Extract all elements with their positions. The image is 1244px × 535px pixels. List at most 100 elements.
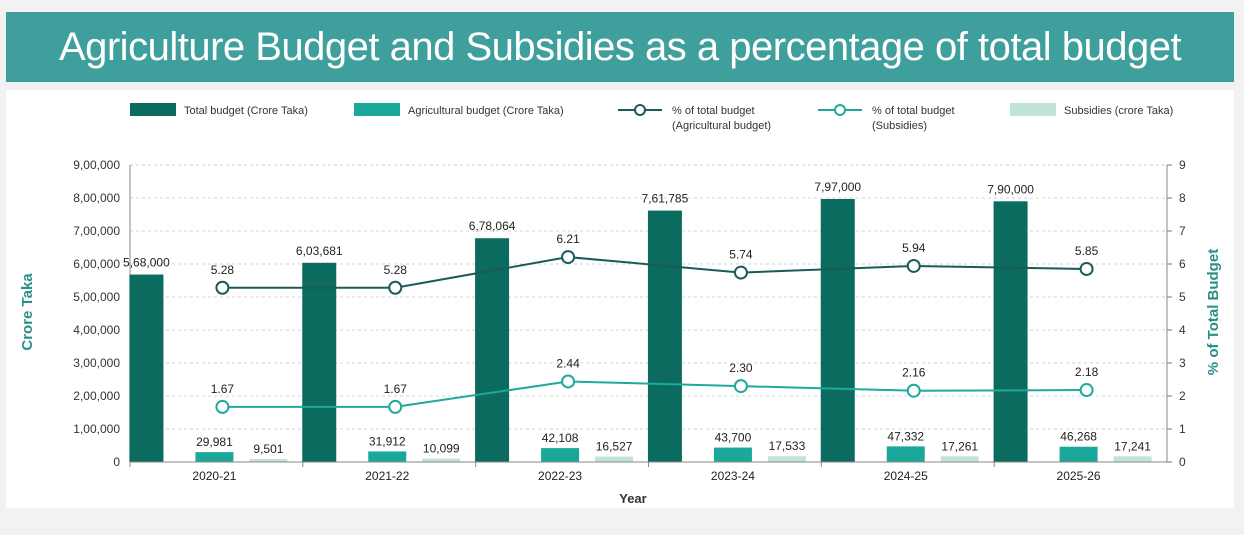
y-axis-right: 0 1 2 3 4 5 6 7 8 9 [1166, 158, 1186, 469]
bar-label-subsidies: 9,501 [253, 442, 283, 456]
y2-axis-title: % of Total Budget [1205, 249, 1222, 375]
legend-swatch-total-budget [130, 103, 176, 116]
bar-agricultural_budget [1059, 446, 1098, 462]
legend-label-agri-line-2: (Agricultural budget) [672, 120, 771, 132]
legend-label-subsidies-line-2: (Subsidies) [872, 120, 927, 132]
bar-total_budget [820, 198, 855, 462]
bar-label-total_budget: 7,61,785 [642, 192, 689, 206]
y-tick-label: 9,00,000 [73, 158, 120, 172]
y2-tick-label: 9 [1179, 158, 1186, 172]
bar-label-subsidies: 16,527 [596, 440, 633, 454]
y-tick-label: 4,00,000 [73, 323, 120, 337]
bar-agricultural_budget [195, 452, 234, 462]
bar-agricultural_budget [541, 448, 580, 462]
point-line_subsidies [906, 383, 921, 398]
bar-label-total_budget: 7,90,000 [987, 182, 1034, 196]
point-line_agri [1079, 261, 1094, 276]
bar-label-subsidies: 17,533 [769, 439, 806, 453]
chart-svg: 0 1,00,000 2,00,000 3,00,000 4,00,000 5,00,00… [19, 103, 1222, 506]
point-label-line_agri: 6.21 [556, 232, 580, 246]
legend-swatch-subsidies [1010, 103, 1056, 116]
y-tick-label: 2,00,000 [73, 389, 120, 403]
legend-label-agri-budget: Agricultural budget (Crore Taka) [408, 105, 564, 117]
chart-title: Agriculture Budget and Subsidies as a pe… [58, 24, 1182, 69]
legend-label-subsidies-line-1: % of total budget [872, 105, 955, 117]
x-tick-label: 2022-23 [538, 469, 582, 483]
point-label-line_subsidies: 2.18 [1075, 365, 1099, 379]
bar-agricultural_budget [886, 446, 925, 462]
line-line_agri [222, 256, 1087, 289]
bar-label-agricultural_budget: 31,912 [369, 434, 406, 448]
point-label-line_agri: 5.28 [211, 263, 235, 277]
y-tick-label: 1,00,000 [73, 422, 120, 436]
y2-tick-label: 2 [1179, 389, 1186, 403]
y2-tick-label: 6 [1179, 257, 1186, 271]
bar-agricultural_budget [368, 451, 407, 462]
legend-label-subsidies: Subsidies (crore Taka) [1064, 105, 1173, 117]
point-line_agri [215, 280, 230, 295]
y-axis-title: Crore Taka [19, 273, 36, 351]
y-tick-label: 7,00,000 [73, 224, 120, 238]
lines-group: 5.28 5.28 6.21 5.74 5.94 5.85 1.67 1.67 2.44 2.30… [211, 232, 1099, 414]
x-tick-label: 2023-24 [711, 469, 755, 483]
point-line_agri [906, 258, 921, 273]
bar-subsidies [940, 456, 979, 462]
point-label-line_agri: 5.74 [729, 248, 753, 262]
y-tick-label: 8,00,000 [73, 191, 120, 205]
bar-total_budget [647, 210, 682, 462]
point-line_subsidies [1079, 383, 1094, 398]
y-tick-label: 0 [113, 455, 120, 469]
bar-subsidies [767, 456, 806, 462]
y2-tick-label: 1 [1179, 422, 1186, 436]
legend-marker-agri [634, 104, 646, 116]
bar-label-total_budget: 7,97,000 [814, 180, 861, 194]
x-axis-title: Year [619, 491, 646, 506]
bar-label-subsidies: 17,261 [941, 439, 978, 453]
point-label-line_subsidies: 1.67 [384, 382, 408, 396]
y2-tick-label: 0 [1179, 455, 1186, 469]
bar-agricultural_budget [713, 447, 752, 462]
y-tick-label: 5,00,000 [73, 290, 120, 304]
bar-label-total_budget: 6,03,681 [296, 244, 343, 258]
legend-marker-subsidies [834, 104, 846, 116]
y2-tick-label: 5 [1179, 290, 1186, 304]
bar-subsidies [1113, 456, 1152, 462]
bar-total_budget [475, 238, 510, 462]
bars-group: 5,68,000 6,03,681 6,78,064 7,61,785 7,97,000… [123, 180, 1152, 463]
bar-label-total_budget: 5,68,000 [123, 256, 170, 270]
title-bar: Agriculture Budget and Subsidies as a pe… [6, 12, 1234, 82]
bar-subsidies [422, 458, 461, 462]
bar-label-agricultural_budget: 42,108 [542, 431, 579, 445]
legend-label-agri-line-1: % of total budget [672, 105, 755, 117]
bar-subsidies [595, 456, 634, 462]
y2-tick-label: 7 [1179, 224, 1186, 238]
y2-tick-label: 3 [1179, 356, 1186, 370]
y-tick-label: 6,00,000 [73, 257, 120, 271]
bar-label-agricultural_budget: 47,332 [887, 429, 924, 443]
x-tick-label: 2020-21 [192, 469, 236, 483]
point-label-line_subsidies: 2.30 [729, 361, 753, 375]
x-axis: 2020-21 2021-22 2022-23 2023-24 2024-25 2025-… [129, 461, 1167, 483]
point-label-line_agri: 5.94 [902, 241, 926, 255]
point-line_agri [561, 250, 576, 265]
bar-subsidies [249, 458, 288, 462]
legend-swatch-agri-budget [354, 103, 400, 116]
point-label-line_subsidies: 2.44 [556, 356, 580, 370]
x-tick-label: 2021-22 [365, 469, 409, 483]
y-axis-left: 0 1,00,000 2,00,000 3,00,000 4,00,000 5,00,00… [73, 158, 131, 469]
point-line_agri [733, 265, 748, 280]
legend-label-total-budget: Total budget (Crore Taka) [184, 105, 308, 117]
chart-panel: 0 1,00,000 2,00,000 3,00,000 4,00,000 5,00,00… [6, 90, 1234, 508]
bar-total_budget [129, 274, 164, 462]
line-line_subsidies [222, 380, 1087, 408]
y2-tick-label: 8 [1179, 191, 1186, 205]
point-line_agri [388, 280, 403, 295]
point-label-line_subsidies: 2.16 [902, 366, 926, 380]
point-label-line_subsidies: 1.67 [211, 382, 235, 396]
bar-label-subsidies: 10,099 [423, 442, 460, 456]
bar-label-agricultural_budget: 29,981 [196, 435, 233, 449]
point-line_subsidies [561, 374, 576, 389]
point-line_subsidies [733, 379, 748, 394]
point-line_subsidies [388, 399, 403, 414]
